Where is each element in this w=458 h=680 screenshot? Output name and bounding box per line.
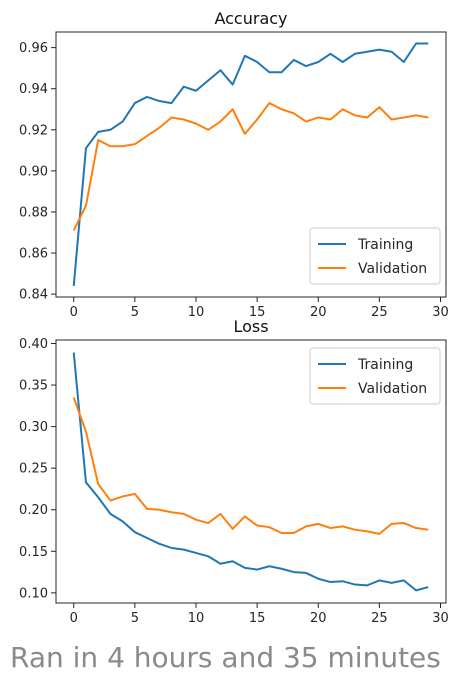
plot-frame <box>55 31 447 298</box>
chart-title: Accuracy <box>214 9 287 28</box>
y-tick-label: 0.96 <box>19 41 48 56</box>
y-tick-label: 0.94 <box>19 82 48 97</box>
x-tick-label: 10 <box>188 611 205 626</box>
y-tick-label: 0.40 <box>19 337 48 352</box>
y-tick-label: 0.20 <box>19 503 48 518</box>
y-tick-label: 0.25 <box>19 462 48 477</box>
y-tick-label: 0.90 <box>19 164 48 179</box>
series-line-validation <box>72 102 429 231</box>
x-tick-label: 30 <box>432 305 449 320</box>
figure-canvas: Accuracy 0 5 10 15 20 25 30 0.84 0.86 0.88 0.90 0.92… <box>19 9 449 626</box>
legend-box <box>309 227 441 285</box>
y-tick-label: 0.92 <box>19 123 48 138</box>
x-tick-label: 25 <box>371 305 388 320</box>
legend-label-training: Training <box>357 237 413 253</box>
legend: Training Validation <box>309 227 441 285</box>
chart-loss: Loss 0 5 10 15 20 25 30 0.10 0.15 0.20 0.25 0.30 0.35… <box>19 317 449 626</box>
x-tick-label: 10 <box>188 305 205 320</box>
x-tick-label: 25 <box>371 611 388 626</box>
legend: Training Validation <box>309 347 441 405</box>
chart-title: Loss <box>233 317 268 336</box>
x-tick-label: 0 <box>70 611 78 626</box>
y-tick-label: 0.88 <box>19 205 48 220</box>
series-line-validation <box>72 397 429 535</box>
legend-box <box>309 347 441 405</box>
legend-label-validation: Validation <box>358 381 427 397</box>
x-tick-label: 20 <box>310 611 327 626</box>
runtime-caption: Ran in 4 hours and 35 minutes <box>10 641 441 674</box>
x-tick-label: 15 <box>249 611 266 626</box>
y-tick-label: 0.30 <box>19 420 48 435</box>
y-tick-label: 0.84 <box>19 288 48 303</box>
x-tick-label: 15 <box>249 305 266 320</box>
series-line-training <box>72 42 429 286</box>
x-tick-label: 30 <box>432 611 449 626</box>
x-tick-label: 5 <box>131 305 139 320</box>
plot-frame <box>55 339 447 604</box>
legend-label-validation: Validation <box>358 261 427 277</box>
x-tick-label: 5 <box>131 611 139 626</box>
y-tick-label: 0.15 <box>19 545 48 560</box>
y-tick-label: 0.35 <box>19 379 48 394</box>
y-tick-label: 0.86 <box>19 247 48 262</box>
legend-label-training: Training <box>357 357 413 373</box>
x-tick-label: 20 <box>310 305 327 320</box>
x-tick-label: 0 <box>70 305 78 320</box>
chart-accuracy: Accuracy 0 5 10 15 20 25 30 0.84 0.86 0.88 0.90 0.92… <box>19 9 449 320</box>
y-tick-label: 0.10 <box>19 586 48 601</box>
series-line-training <box>72 352 429 592</box>
